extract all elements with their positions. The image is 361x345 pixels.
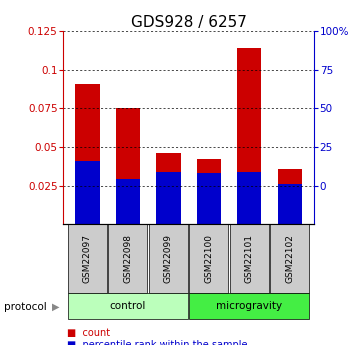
Bar (149, 224, 188, 293)
Bar (237, 48, 261, 224)
Bar (190, 224, 228, 293)
Bar (278, 184, 302, 224)
Text: ▶: ▶ (52, 302, 60, 312)
Bar (197, 159, 221, 224)
Bar (116, 108, 140, 224)
Text: control: control (110, 301, 146, 311)
Bar (75, 83, 100, 224)
Bar (278, 169, 302, 224)
Text: ■  percentile rank within the sample: ■ percentile rank within the sample (67, 340, 247, 345)
Bar (197, 173, 221, 224)
Bar (109, 224, 147, 293)
Text: microgravity: microgravity (216, 301, 282, 311)
Text: protocol: protocol (4, 302, 46, 312)
Text: ■  count: ■ count (67, 328, 110, 338)
Text: GSM22098: GSM22098 (123, 234, 132, 283)
Bar (116, 179, 140, 224)
Bar (68, 293, 188, 319)
Bar (237, 172, 261, 224)
Text: GSM22097: GSM22097 (83, 234, 92, 283)
Text: GSM22100: GSM22100 (204, 234, 213, 283)
Title: GDS928 / 6257: GDS928 / 6257 (131, 15, 247, 30)
Text: GSM22101: GSM22101 (245, 234, 254, 283)
Text: GSM22102: GSM22102 (285, 234, 294, 283)
Bar (230, 224, 269, 293)
Bar (156, 153, 180, 224)
Bar (270, 224, 309, 293)
Bar (68, 224, 107, 293)
Text: GSM22099: GSM22099 (164, 234, 173, 283)
Bar (75, 161, 100, 224)
Bar (156, 172, 180, 224)
Bar (190, 293, 309, 319)
